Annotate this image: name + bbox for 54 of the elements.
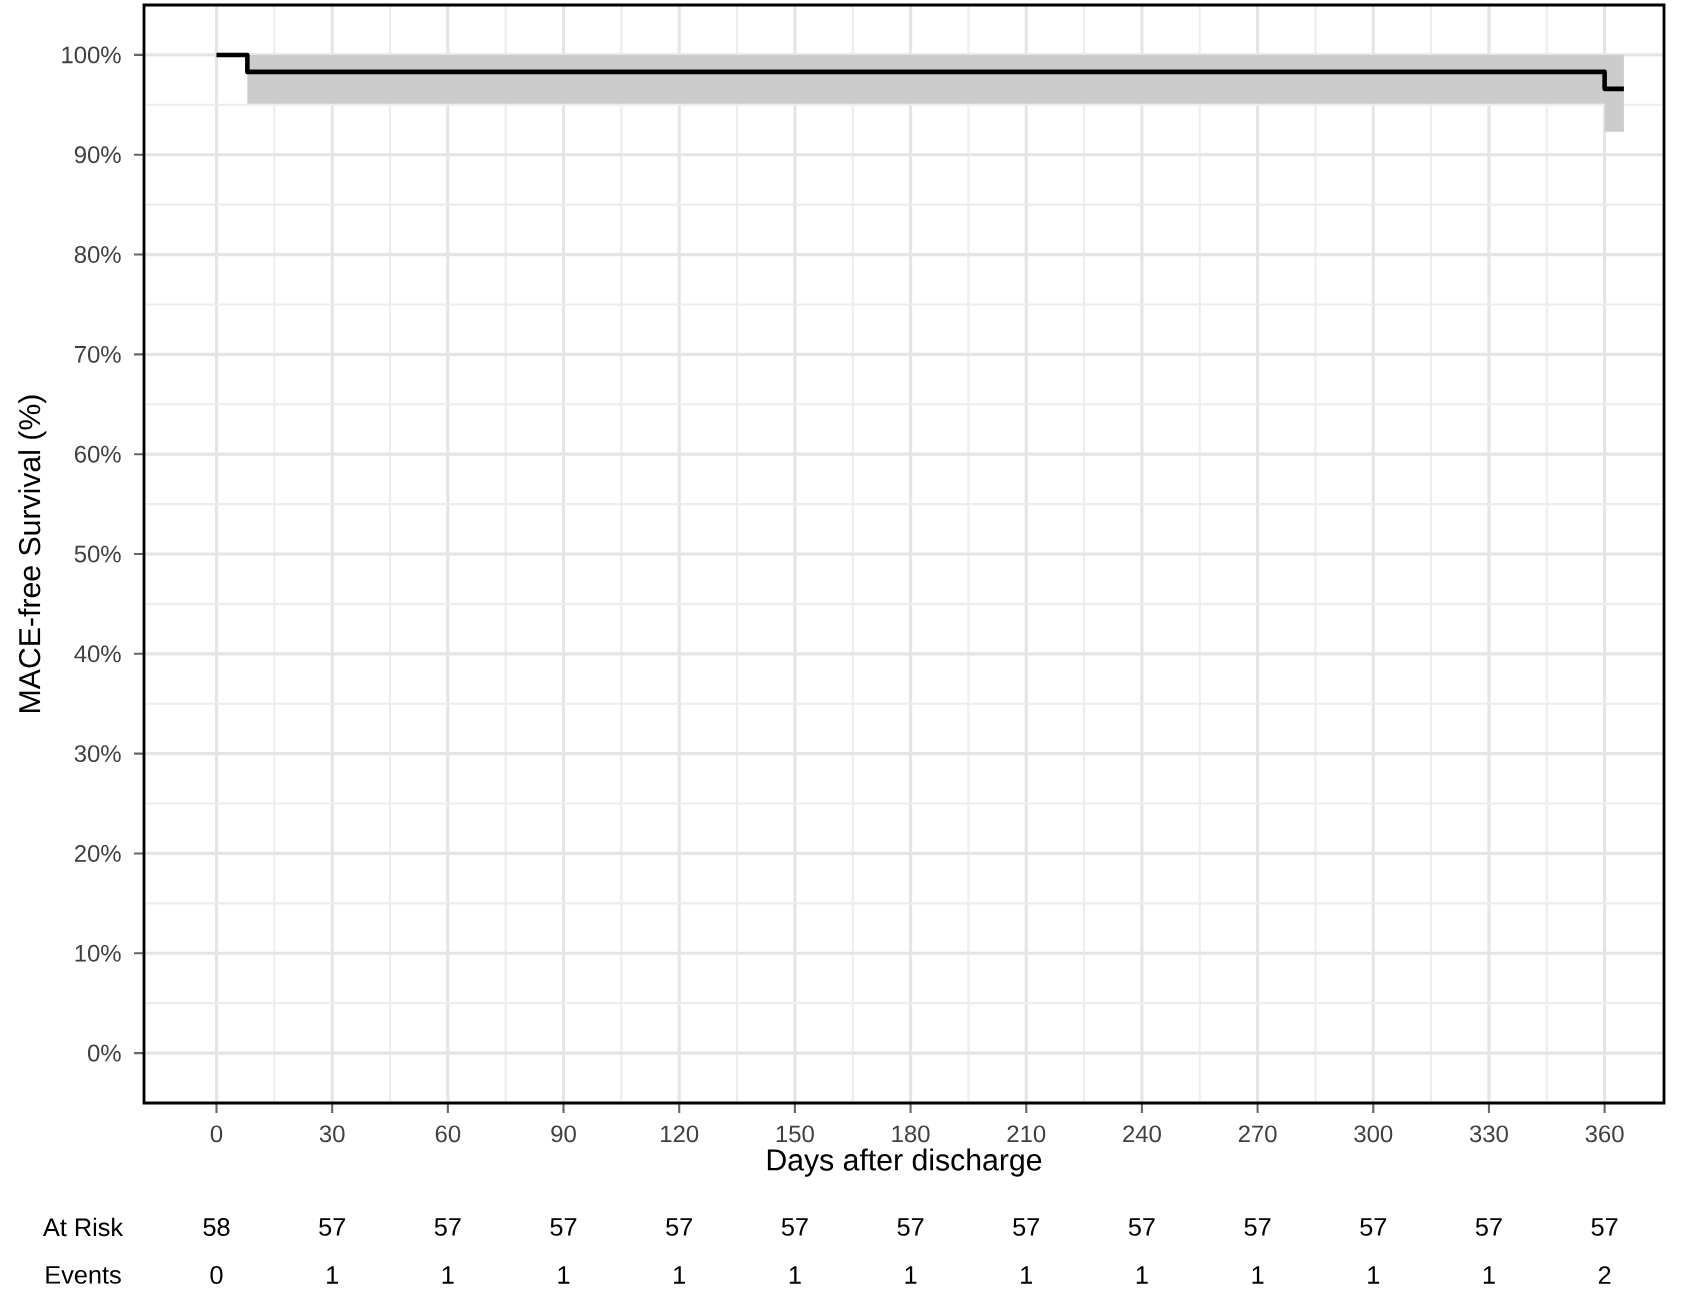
x-tick-label: 300 — [1354, 1125, 1393, 1143]
text: 57 — [1591, 1218, 1618, 1236]
y-axis-title: MACE-free Survival (%) — [18, 395, 47, 713]
text: 1 — [1252, 1266, 1264, 1284]
text: 57 — [1013, 1218, 1039, 1236]
text: 1 — [674, 1266, 686, 1284]
text: 1 — [1021, 1266, 1033, 1284]
y-tick-label: 50% — [74, 545, 121, 563]
text: 57 — [897, 1218, 924, 1236]
x-tick-label: 150 — [776, 1125, 814, 1143]
y-tick-label: 70% — [74, 346, 121, 363]
text: Events — [46, 1266, 121, 1284]
text: 57 — [1128, 1218, 1155, 1236]
x-tick-label: 240 — [1123, 1125, 1161, 1143]
text: 1 — [558, 1266, 570, 1284]
text: 1 — [442, 1266, 454, 1284]
text: At Risk — [42, 1217, 124, 1237]
text: 57 — [666, 1218, 692, 1236]
text: 1 — [1483, 1266, 1495, 1284]
y-tick-label: 100% — [62, 46, 121, 64]
y-tick-label: 10% — [75, 944, 121, 962]
text: 0 — [210, 1266, 223, 1285]
text: 1 — [789, 1266, 801, 1284]
y-tick-label: 60% — [74, 445, 121, 463]
y-tick-label: 80% — [74, 246, 121, 264]
x-tick-label: 90 — [551, 1125, 576, 1143]
y-tick-label: 90% — [74, 146, 121, 164]
x-axis-title: Days after discharge — [767, 1148, 1042, 1177]
text: 58 — [203, 1218, 230, 1237]
y-tick-label: 40% — [74, 645, 121, 663]
text: 1 — [905, 1266, 917, 1284]
x-tick-label: 270 — [1238, 1125, 1277, 1143]
x-tick-label: 330 — [1469, 1125, 1508, 1143]
text: 57 — [1360, 1218, 1387, 1236]
x-tick-label: 30 — [319, 1125, 345, 1143]
y-tick-label: 0% — [87, 1044, 121, 1062]
text: 2 — [1598, 1266, 1611, 1284]
x-tick-label: 360 — [1585, 1125, 1624, 1143]
text: 57 — [434, 1218, 461, 1236]
text: 57 — [1244, 1218, 1271, 1236]
y-tick-label: 30% — [74, 745, 121, 763]
text: 57 — [1475, 1218, 1502, 1236]
x-tick-label: 120 — [661, 1125, 699, 1143]
x-tick-label: 0 — [210, 1125, 223, 1143]
text: 1 — [1136, 1266, 1148, 1284]
x-tick-label: 60 — [435, 1125, 461, 1143]
x-tick-label: 210 — [1007, 1125, 1046, 1143]
text: 57 — [781, 1218, 808, 1236]
text: 57 — [550, 1218, 577, 1236]
y-tick-label: 20% — [74, 845, 121, 863]
x-tick-label: 180 — [892, 1125, 930, 1143]
text: 57 — [319, 1218, 345, 1236]
text: 1 — [327, 1266, 339, 1284]
text: 1 — [1368, 1266, 1380, 1284]
